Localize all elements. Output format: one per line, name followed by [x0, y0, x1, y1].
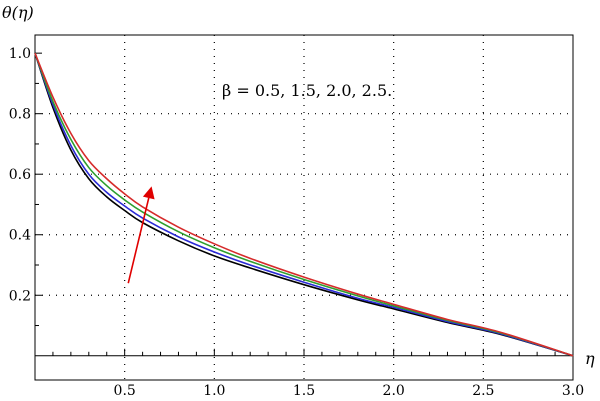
y-tick-label: 0.4 [9, 228, 31, 244]
arrow-head [142, 186, 155, 200]
x-tick-label: 1.5 [293, 383, 315, 399]
y-tick-label: 0.2 [9, 288, 31, 304]
beta-annotation: β = 0.5, 1.5, 2.0, 2.5. [222, 81, 392, 100]
series-lines [34, 52, 574, 357]
series-line [34, 52, 574, 357]
x-tick-label: 2.5 [472, 383, 494, 399]
arrow-shaft [127, 197, 150, 284]
x-tick-label: 3.0 [562, 383, 584, 399]
series-line [34, 52, 574, 357]
y-tick-label: 1.0 [9, 46, 31, 62]
y-axis-label: θ(η) [2, 3, 34, 22]
x-tick-label: 0.5 [114, 383, 136, 399]
y-tick-label: 0.8 [9, 107, 31, 123]
axis-ticks [35, 52, 574, 357]
x-tick-label: 1.0 [203, 383, 225, 399]
series-line [34, 52, 574, 357]
arrow-layer [127, 186, 155, 284]
x-axis-label: η [585, 349, 595, 368]
series-line [34, 52, 574, 357]
y-tick-label: 0.6 [9, 167, 31, 183]
grid [35, 35, 573, 380]
x-tick-label: 2.0 [383, 383, 405, 399]
tick-labels: 0.5 1.0 1.5 2.0 2.5 3.0 0.2 0.4 0.6 0.8 1.0 [9, 46, 584, 399]
